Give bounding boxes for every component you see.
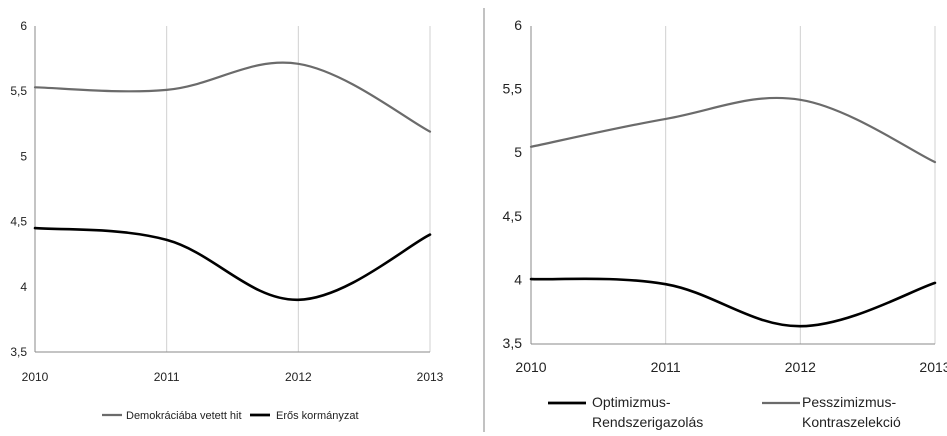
chart-right: 3,5 4 4,5 5 5,5 6 2010 2011 2012 2013 Optimizmus- R… <box>503 17 947 430</box>
y-tick-label: 5,5 <box>10 84 27 98</box>
x-tick-label: 2012 <box>785 359 816 375</box>
y-tick-label: 4,5 <box>503 208 523 224</box>
legend-label: Erős kormányzat <box>276 410 359 422</box>
x-tick-label: 2012 <box>285 370 312 384</box>
x-tick-label: 2010 <box>22 370 49 384</box>
y-tick-label: 5,5 <box>503 81 523 97</box>
legend-label: Rendszerigazolás <box>592 414 703 430</box>
legend-label: Demokráciába vetett hit <box>126 410 242 422</box>
legend-label: Kontraszelekció <box>802 414 901 430</box>
y-tick-label: 3,5 <box>503 335 523 351</box>
x-tick-label: 2013 <box>919 359 947 375</box>
x-tick-label: 2013 <box>417 370 444 384</box>
legend-label: Pesszimizmus- <box>802 394 896 410</box>
series-line <box>35 228 430 300</box>
y-tick-label: 3,5 <box>10 345 27 359</box>
y-tick-label: 4 <box>514 271 522 287</box>
series-line <box>531 98 935 162</box>
x-tick-label: 2011 <box>651 359 681 375</box>
x-tick-label: 2010 <box>515 359 546 375</box>
y-tick-label: 6 <box>20 19 27 33</box>
y-tick-label: 4 <box>20 280 27 294</box>
y-tick-label: 5 <box>20 149 27 163</box>
y-tick-label: 4,5 <box>10 215 27 229</box>
y-tick-label: 5 <box>514 144 522 160</box>
legend-label: Optimizmus- <box>592 394 671 410</box>
series-line <box>35 63 430 132</box>
x-tick-label: 2011 <box>154 370 180 384</box>
series-line <box>531 279 935 326</box>
y-tick-label: 6 <box>514 17 522 33</box>
chart-left: 3,5 4 4,5 5 5,5 6 2010 2011 2012 2013 Demokráciába… <box>10 19 443 422</box>
